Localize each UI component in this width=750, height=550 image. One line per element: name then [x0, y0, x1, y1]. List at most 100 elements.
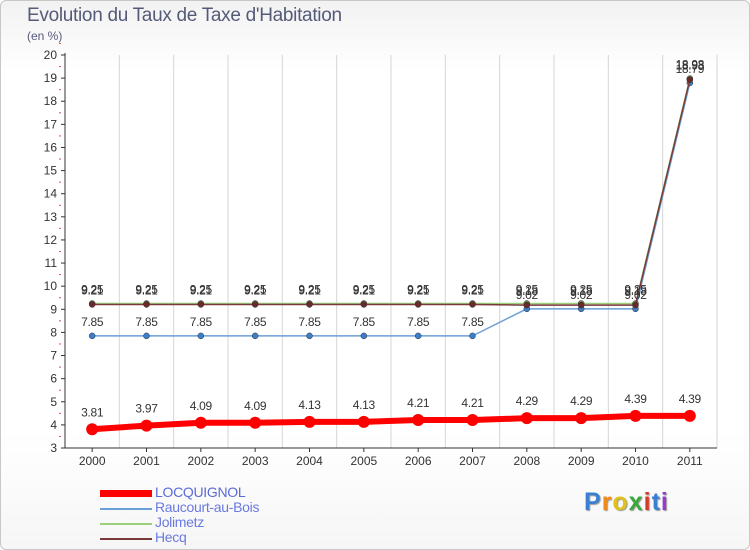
data-label-locquignol: 3.97 [135, 402, 158, 416]
data-label-raucourt-au-bois: 7.85 [353, 315, 376, 329]
series-line-hecq [92, 79, 691, 306]
data-label-locquignol: 4.39 [624, 392, 647, 406]
data-point-hecq [251, 301, 259, 308]
data-point-locquignol [303, 415, 316, 428]
data-point-hecq [469, 301, 476, 308]
data-label-hecq: 9.18 [624, 284, 647, 298]
data-label-hecq: 9.21 [298, 283, 321, 297]
data-label-hecq: 9.18 [570, 284, 593, 298]
data-label-locquignol: 4.21 [461, 396, 484, 410]
data-point-hecq [306, 301, 313, 308]
x-tick-label: 2008 [513, 454, 540, 468]
data-label-jolimetz: 9.25 [244, 283, 267, 297]
data-point-hecq [523, 301, 531, 309]
data-point-hecq [414, 301, 422, 308]
data-label-jolimetz: 9.25 [516, 283, 539, 297]
data-label-hecq: 9.21 [81, 283, 104, 297]
legend-label: Jolimetz [155, 514, 204, 530]
data-label-hecq: 9.21 [190, 283, 213, 297]
y-tick-label: 11 [45, 256, 58, 270]
data-point-hecq [197, 301, 205, 308]
data-point-locquignol [357, 415, 370, 428]
x-tick-label: 2006 [405, 454, 432, 468]
data-label-raucourt-au-bois: 7.85 [407, 315, 430, 329]
x-tick-label: 2003 [242, 454, 269, 468]
x-tick-label: 2011 [677, 454, 703, 468]
legend-swatch [100, 537, 152, 540]
data-label-locquignol: 3.81 [81, 405, 104, 419]
data-point-locquignol [629, 409, 642, 422]
data-label-hecq: 9.21 [135, 283, 158, 297]
data-label-raucourt-au-bois: 7.85 [298, 315, 321, 329]
data-label-jolimetz: 9.25 [298, 283, 321, 297]
data-point-raucourt-au-bois [88, 332, 96, 340]
data-label-locquignol: 4.13 [298, 398, 321, 412]
data-label-raucourt-au-bois: 9.02 [570, 288, 593, 302]
data-point-locquignol [683, 409, 696, 422]
data-label-locquignol: 4.29 [570, 394, 593, 408]
data-label-jolimetz: 9.25 [190, 283, 213, 297]
data-label-locquignol: 4.09 [244, 399, 267, 413]
data-label-jolimetz: 9.25 [135, 283, 158, 297]
data-label-jolimetz: 9.25 [624, 283, 647, 297]
data-label-hecq: 9.18 [516, 284, 539, 298]
data-label-hecq: 9.21 [407, 283, 430, 297]
data-label-raucourt-au-bois: 7.85 [190, 315, 213, 329]
data-label-locquignol: 4.21 [407, 396, 430, 410]
proxiti-logo: Proxiti [584, 488, 669, 516]
x-tick-label: 2000 [79, 454, 106, 468]
y-tick-label: 6 [50, 372, 57, 386]
unit-label: (en %) [27, 29, 63, 43]
data-point-locquignol [140, 419, 153, 432]
x-tick-label: 2002 [187, 454, 214, 468]
data-point-hecq [88, 301, 96, 308]
data-point-hecq [577, 301, 585, 309]
data-label-locquignol: 4.29 [516, 394, 539, 408]
data-label-raucourt-au-bois: 18.79 [676, 62, 705, 76]
x-tick-label: 2010 [622, 454, 649, 468]
data-point-raucourt-au-bois [360, 332, 368, 340]
y-tick-label: 9 [50, 302, 57, 316]
data-label-raucourt-au-bois: 9.02 [516, 288, 539, 302]
data-point-raucourt-au-bois [197, 332, 205, 340]
data-label-raucourt-au-bois: 7.85 [461, 315, 484, 329]
x-tick-label: 2007 [459, 454, 486, 468]
data-point-locquignol [575, 412, 588, 425]
y-tick-label: 8 [50, 325, 57, 339]
data-label-jolimetz: 9.25 [407, 283, 430, 297]
y-tick-label: 14 [44, 187, 58, 201]
x-tick-label: 2004 [296, 454, 323, 468]
data-label-raucourt-au-bois: 9.02 [624, 288, 647, 302]
data-point-locquignol [86, 423, 99, 436]
data-label-hecq: 9.21 [353, 283, 376, 297]
data-point-hecq [143, 301, 150, 308]
data-point-locquignol [412, 414, 425, 427]
legend-label: Raucourt-au-Bois [155, 499, 260, 515]
y-tick-label: 5 [50, 395, 57, 409]
data-label-jolimetz: 9.25 [461, 283, 484, 297]
legend-label: Hecq [155, 529, 187, 545]
data-label-hecq: 9.21 [461, 283, 484, 297]
series-line-locquignol [91, 412, 690, 433]
data-point-hecq [360, 301, 368, 308]
legend-swatch [100, 522, 152, 525]
legend-swatch [100, 490, 152, 497]
data-point-raucourt-au-bois [469, 332, 476, 340]
data-label-locquignol: 4.39 [679, 392, 702, 406]
x-tick-label: 2009 [568, 454, 595, 468]
data-label-raucourt-au-bois: 7.85 [81, 315, 104, 329]
data-label-jolimetz: 9.25 [81, 283, 104, 297]
y-tick-label: 13 [44, 210, 58, 224]
y-tick-label: 4 [50, 418, 57, 432]
series-line-jolimetz [92, 78, 691, 305]
series-line-raucourt-au-bois [92, 82, 691, 337]
data-label-jolimetz: 9.25 [353, 283, 376, 297]
y-tick-label: 17 [44, 117, 58, 131]
legend-label: LOCQUIGNOL [155, 484, 246, 500]
data-point-raucourt-au-bois [143, 332, 150, 340]
y-tick-label: 16 [44, 140, 58, 154]
chart-title: Evolution du Taux de Taxe d'Habitation [27, 5, 342, 26]
y-tick-label: 19 [44, 71, 58, 85]
data-label-locquignol: 4.09 [190, 399, 213, 413]
